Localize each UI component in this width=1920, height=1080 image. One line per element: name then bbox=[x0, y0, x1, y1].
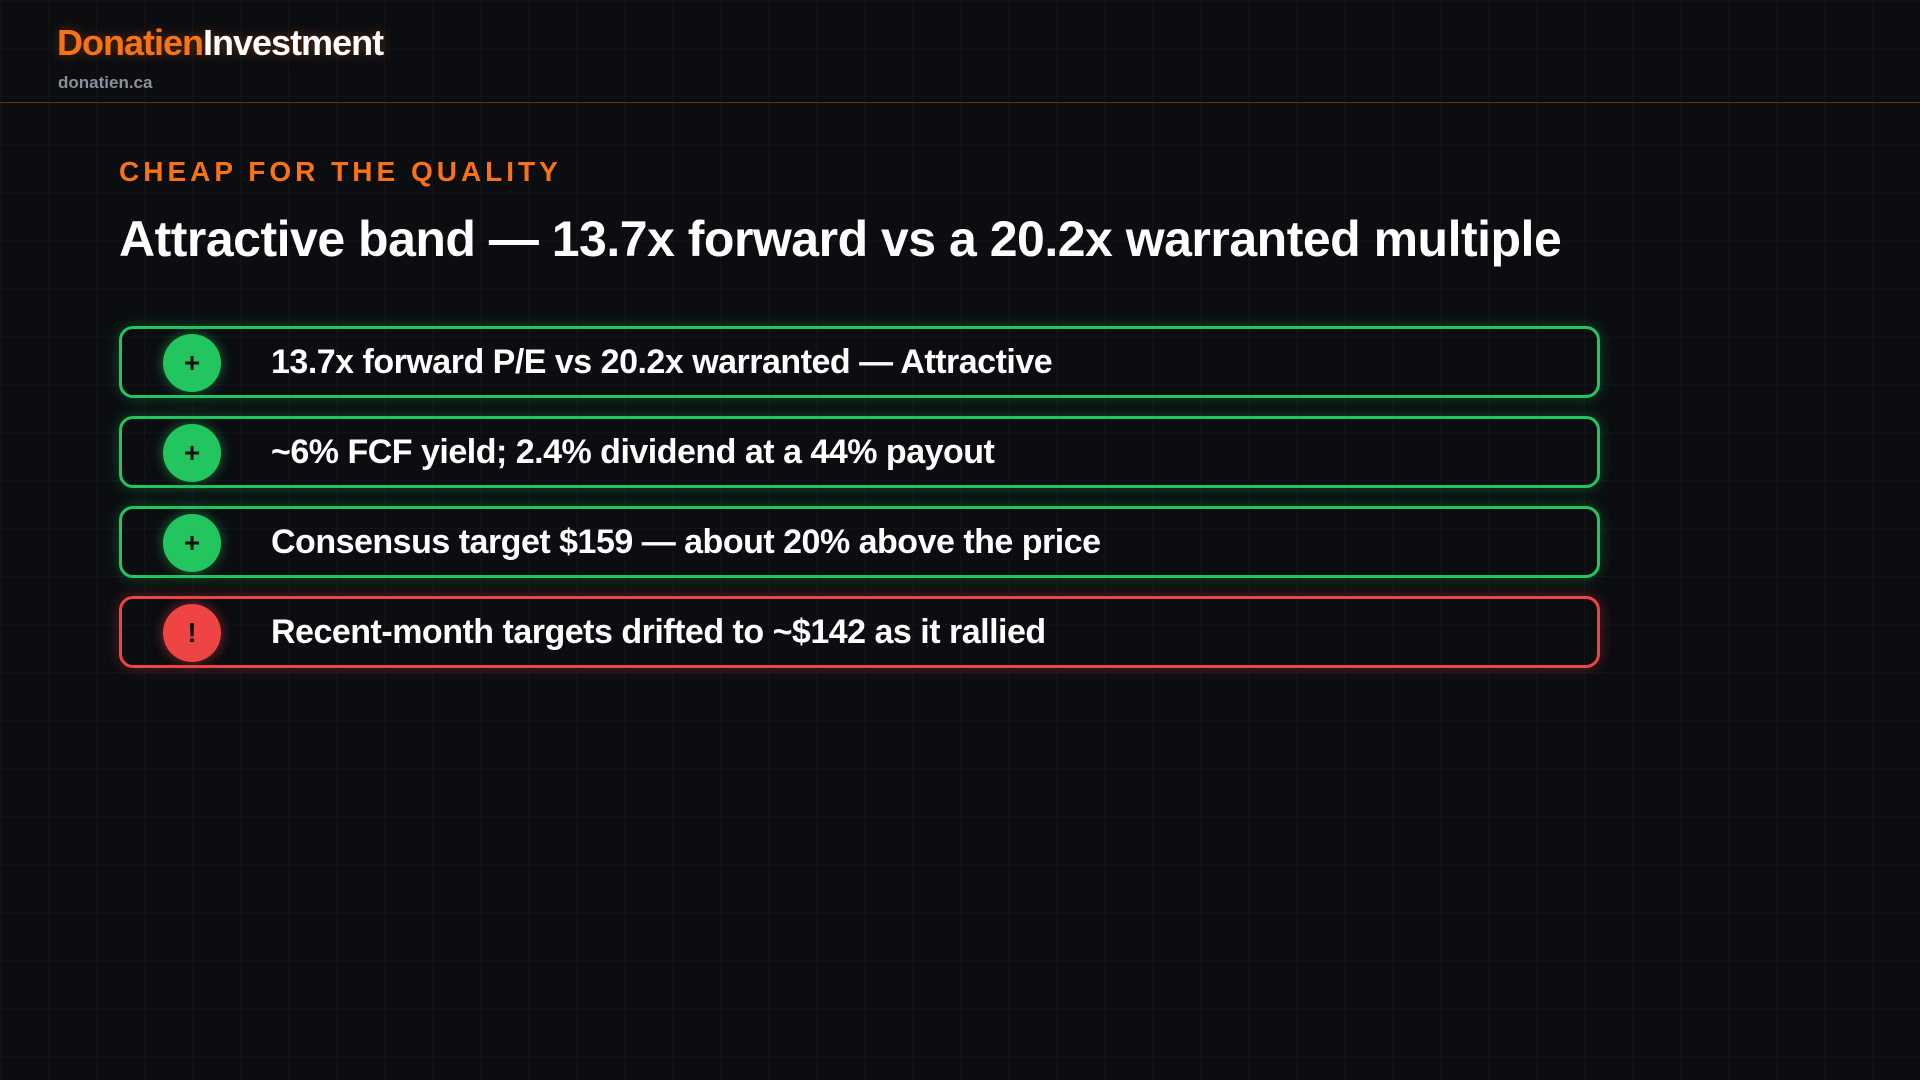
item-text: Consensus target $159 — about 20% above … bbox=[271, 523, 1101, 561]
item-icon: + bbox=[163, 424, 221, 482]
header-rule bbox=[0, 102, 1920, 103]
brand-primary: Donatien bbox=[57, 22, 204, 63]
item-text: ~6% FCF yield; 2.4% dividend at a 44% pa… bbox=[271, 433, 995, 471]
item-list: +13.7x forward P/E vs 20.2x warranted — … bbox=[119, 326, 1600, 686]
item-row: + Consensus target $159 — about 20% above… bbox=[119, 506, 1600, 578]
brand-secondary: Investment bbox=[203, 22, 384, 63]
item-text: 13.7x forward P/E vs 20.2x warranted — A… bbox=[271, 343, 1053, 381]
item-icon: + bbox=[163, 334, 221, 392]
domain: donatien.ca bbox=[58, 73, 153, 92]
brand: DonatienInvestment bbox=[57, 22, 384, 64]
slide-title: Attractive band — 13.7x forward vs a 20.… bbox=[119, 211, 1562, 267]
item-row: ! Recent-month targets drifted to ~$142 a… bbox=[119, 596, 1600, 668]
item-row: + ~6% FCF yield; 2.4% dividend at a 44% p… bbox=[119, 416, 1600, 488]
item-icon: ! bbox=[163, 604, 221, 662]
item-row: +13.7x forward P/E vs 20.2x warranted — … bbox=[119, 326, 1600, 398]
item-icon: + bbox=[163, 514, 221, 572]
item-text: Recent-month targets drifted to ~$142 as… bbox=[271, 613, 1046, 651]
eyebrow: CHEAP FOR THE QUALITY bbox=[119, 156, 562, 187]
